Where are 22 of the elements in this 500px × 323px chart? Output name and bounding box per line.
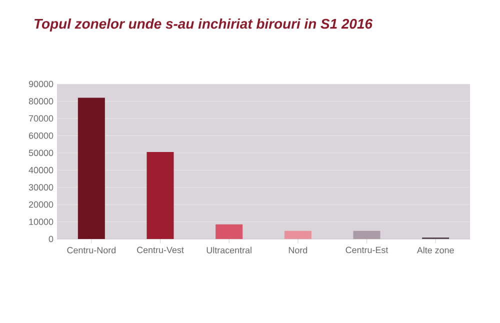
x-tick-label: Centru-Vest	[137, 246, 184, 254]
bar	[353, 230, 380, 239]
x-tick-label: Ultracentral	[206, 246, 252, 254]
x-tick-label: Centru-Est	[346, 246, 388, 254]
y-tick-label: 20000	[29, 201, 54, 208]
x-tick-label: Nord	[288, 246, 308, 254]
y-tick-label: 0	[48, 236, 54, 242]
x-tick-label: Centru-Nord	[67, 246, 116, 254]
y-tick-label: 30000	[28, 184, 54, 191]
bar	[216, 224, 243, 239]
y-tick-label: 40000	[28, 166, 54, 174]
y-tick-label: 50000	[28, 150, 54, 156]
y-tick-label: 80000	[28, 98, 54, 104]
y-tick-label: 10000	[29, 218, 54, 225]
y-tick-label: 60000	[29, 132, 54, 139]
bar	[78, 98, 105, 239]
chart-title: Topul zonelor unde s-au inchiriat birouri in S1 2016	[34, 18, 373, 32]
y-tick-label: 70000	[29, 115, 54, 122]
bar	[146, 152, 174, 239]
bar	[284, 230, 312, 239]
x-tick-label: Alte zone	[416, 246, 454, 254]
y-tick-label: 90000	[28, 80, 54, 88]
